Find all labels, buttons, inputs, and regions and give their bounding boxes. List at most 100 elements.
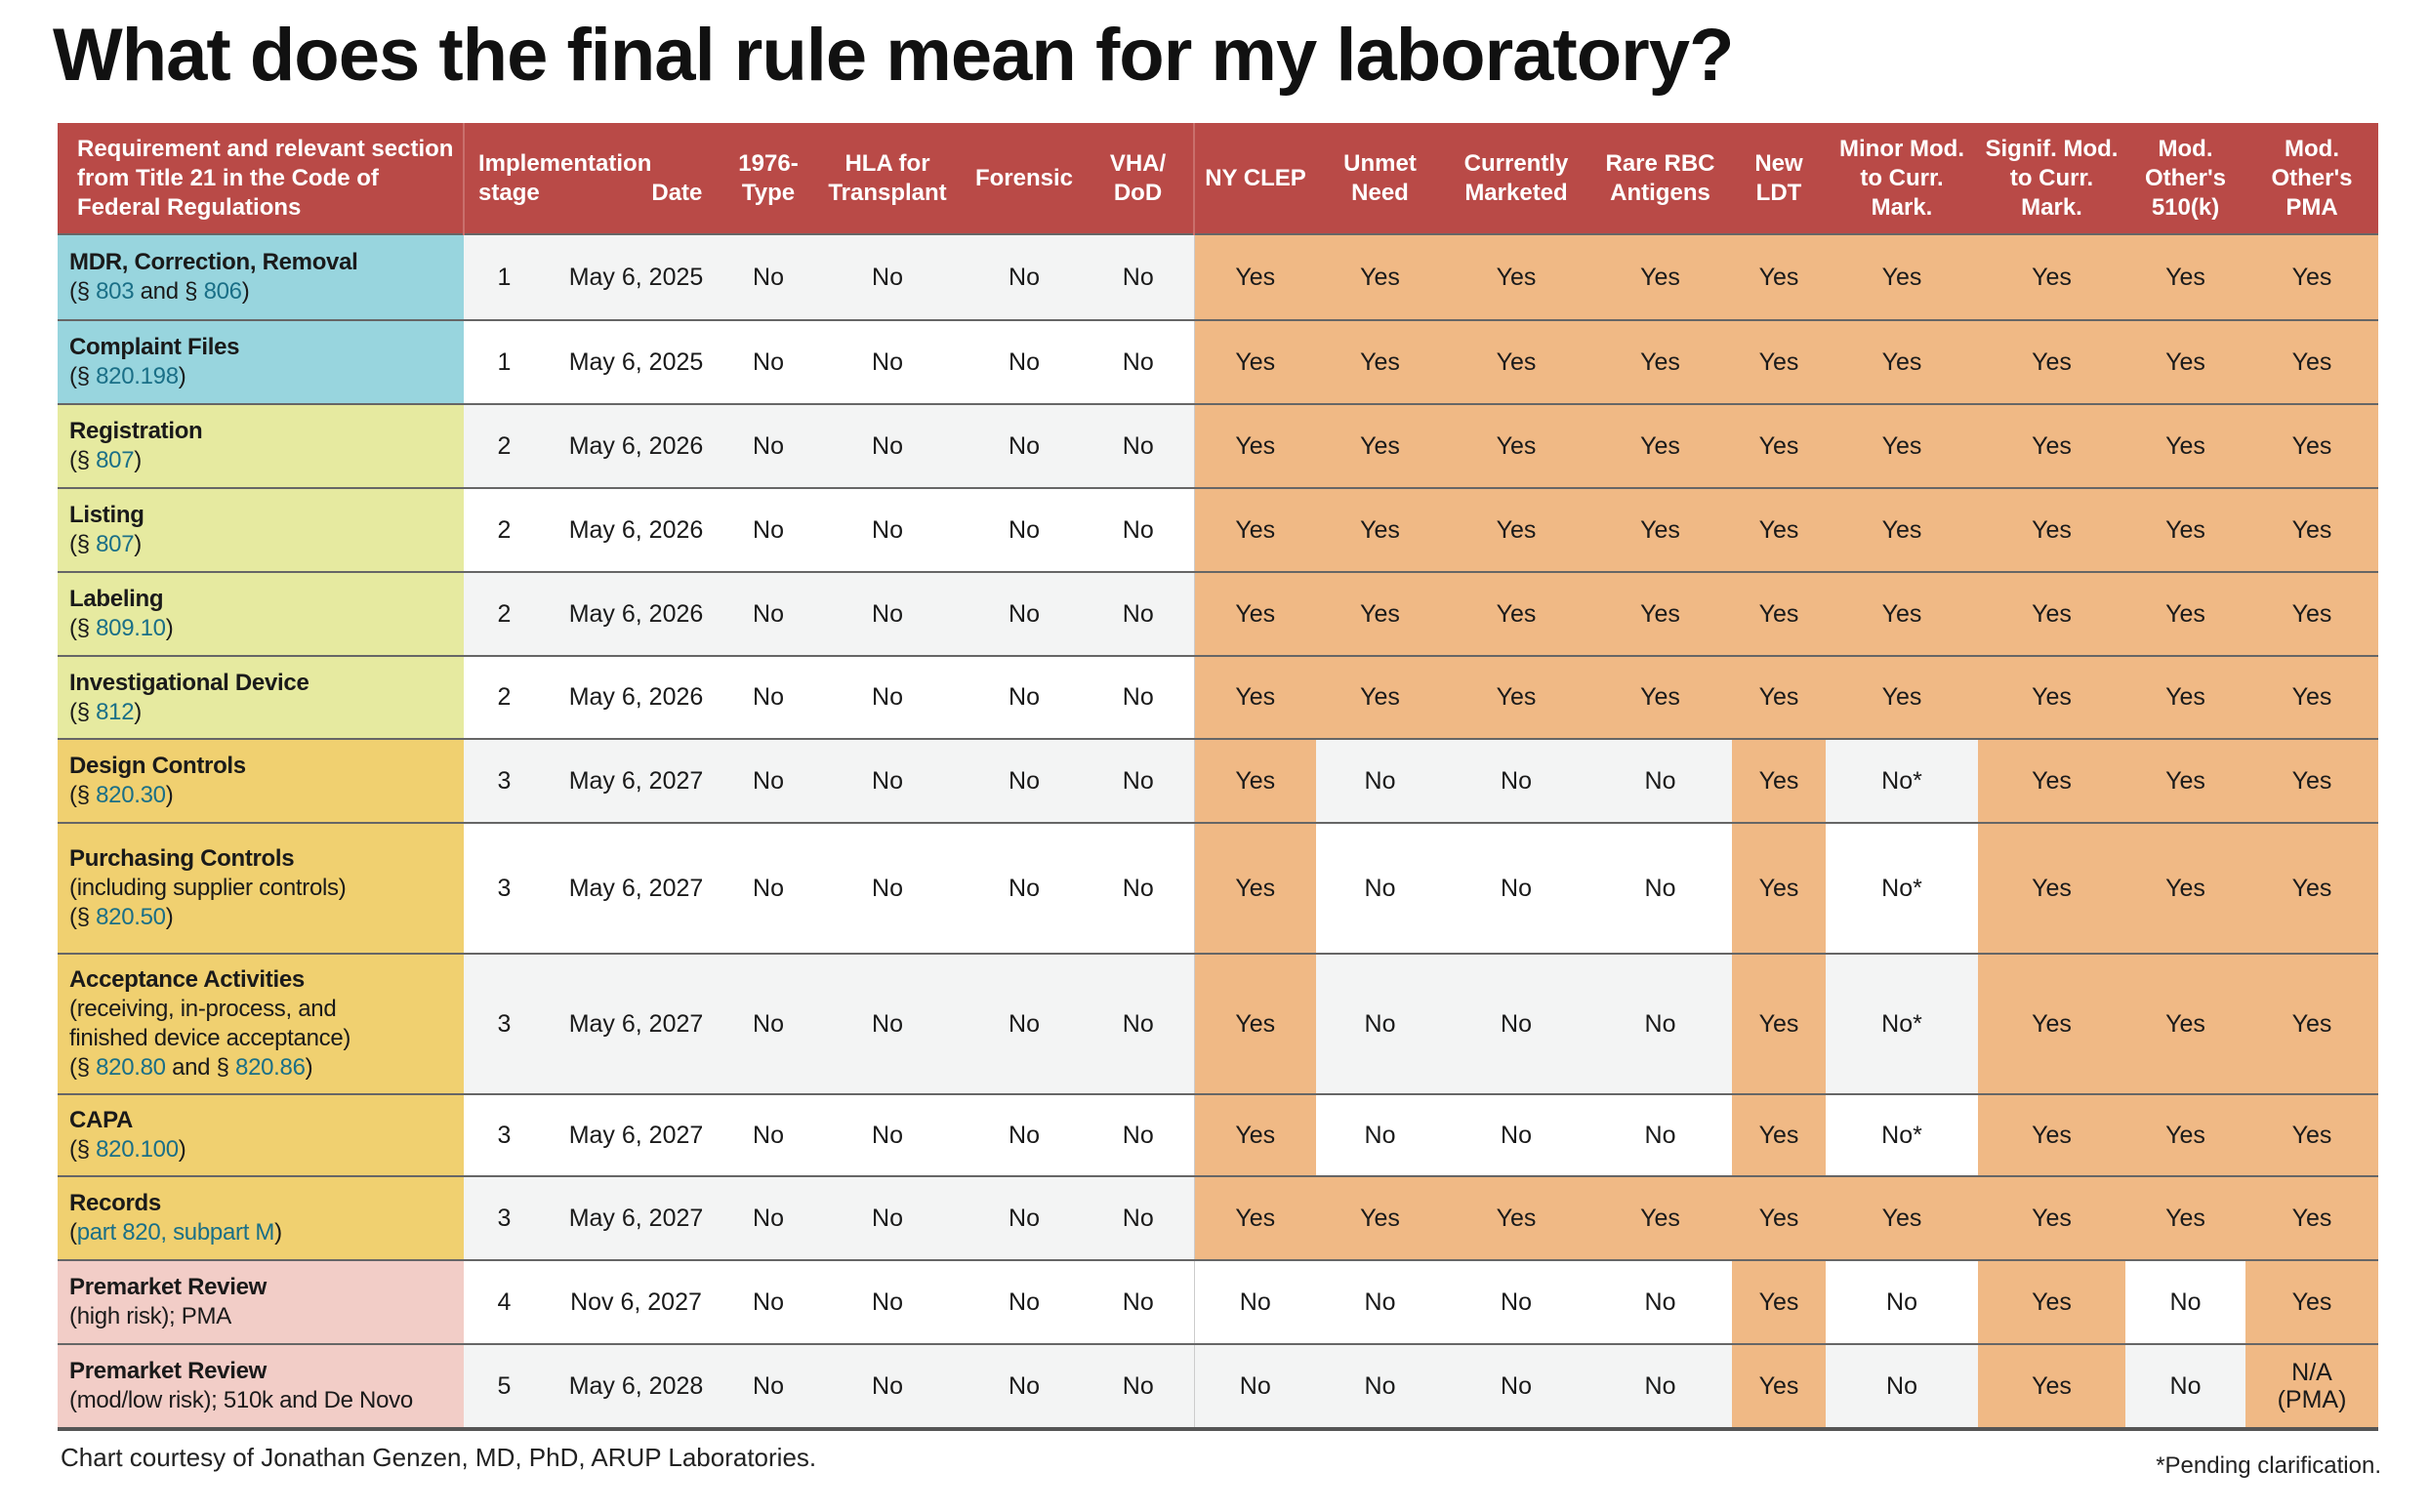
stage-cell: 2 [464,403,545,488]
value-cell: Yes [1588,403,1732,488]
value-cell: Yes [1316,487,1444,572]
value-cell: No [1083,487,1194,572]
value-cell: No [727,1175,809,1260]
cfr-link[interactable]: 820.80 [96,1054,166,1081]
value-cell: No [1588,1343,1732,1431]
value-cell: No [966,738,1083,823]
value-cell: Yes [2245,1259,2378,1344]
date-cell: May 6, 2026 [545,487,727,572]
page-title: What does the final rule mean for my lab… [53,14,1734,97]
value-cell: Yes [1978,487,2125,572]
value-cell: No [1588,1093,1732,1176]
cfr-link[interactable]: 809.10 [96,615,166,641]
section-text: ) [305,1054,313,1081]
value-cell: Yes [1193,953,1316,1094]
value-cell: No [1316,953,1444,1094]
table-row: MDR, Correction, Removal (§ 803 and § 806… [58,233,2378,320]
section-text: ) [178,363,186,389]
date-cell: May 6, 2027 [545,953,727,1094]
date-cell: May 6, 2026 [545,655,727,739]
cfr-link[interactable]: 820.50 [96,904,166,930]
value-cell: Yes [2245,822,2378,954]
section-text: (receiving, in-process, and finished dev… [69,996,351,1081]
table-row: Design Controls (§ 820.30) 3 May 6, 2027 No N… [58,738,2378,823]
value-cell: Yes [1978,571,2125,656]
stage-cell: 1 [464,319,545,404]
requirement-title: Acceptance Activities [69,966,305,993]
value-cell: No [1588,738,1732,823]
value-cell: No [809,1343,966,1431]
table-row: Labeling (§ 809.10) 2 May 6, 2026 No No No No Ye… [58,571,2378,656]
requirement-cell: Records (part 820, subpart M) [58,1175,464,1260]
cfr-link[interactable]: 806 [203,278,242,305]
requirement-title: CAPA [69,1107,134,1133]
date-cell: Nov 6, 2027 [545,1259,727,1344]
value-cell: No [727,953,809,1094]
value-cell: Yes [1732,571,1826,656]
date-cell: May 6, 2026 [545,571,727,656]
requirement-title: Listing [69,502,144,528]
requirement-title: Purchasing Controls [69,845,295,872]
value-cell: Yes [1732,1175,1826,1260]
requirement-cell: Investigational Device (§ 812) [58,655,464,739]
requirement-cell: Registration (§ 807) [58,403,464,488]
cfr-link[interactable]: 807 [96,447,135,473]
table-row: Acceptance Activities (receiving, in-proc… [58,953,2378,1094]
value-cell: No [1316,822,1444,954]
value-cell: No [966,655,1083,739]
value-cell: No [809,1259,966,1344]
date-cell: May 6, 2025 [545,319,727,404]
column-header: Signif. Mod. to Curr. Mark. [1978,123,2125,234]
table-row: Records (part 820, subpart M) 3 May 6, 2027… [58,1175,2378,1260]
value-cell: Yes [2245,738,2378,823]
value-cell: Yes [1444,403,1588,488]
value-cell: No [1083,738,1194,823]
stage-cell: 3 [464,1175,545,1260]
value-cell: Yes [1978,738,2125,823]
table-row: Investigational Device (§ 812) 2 May 6, 202… [58,655,2378,739]
cfr-link[interactable]: 803 [96,278,135,305]
value-cell: No [1444,822,1588,954]
requirement-title: Design Controls [69,753,246,779]
value-cell: Yes [1193,822,1316,954]
value-cell: No [809,233,966,320]
value-cell: No [809,487,966,572]
section-text: ) [165,904,174,930]
value-cell: Yes [1826,319,1978,404]
value-cell: No [1826,1343,1978,1431]
section-text: (§ [69,447,97,473]
requirement-cell: MDR, Correction, Removal (§ 803 and § 806… [58,233,464,320]
requirement-section: (§ 812) [69,698,462,727]
value-cell: No [1083,953,1194,1094]
value-cell: Yes [2245,953,2378,1094]
requirement-section: (mod/low risk); 510k and De Novo [69,1386,462,1415]
cfr-link[interactable]: 820.30 [96,782,166,808]
value-cell: Yes [1732,822,1826,954]
section-text: ) [241,278,250,305]
stage-cell: 2 [464,487,545,572]
column-header: Requirement and relevant section from Ti… [58,123,464,234]
cfr-link[interactable]: 807 [96,531,135,557]
value-cell: Yes [1316,571,1444,656]
cfr-link[interactable]: 812 [96,698,135,725]
value-cell: Yes [1732,655,1826,739]
cfr-link[interactable]: 820.86 [235,1054,306,1081]
date-cell: May 6, 2025 [545,233,727,320]
value-cell: Yes [2245,487,2378,572]
value-cell: Yes [2125,738,2245,823]
section-text: (§ [69,782,97,808]
column-header: Mod. Other's 510(k) [2125,123,2245,234]
cfr-link[interactable]: 820.100 [96,1136,179,1163]
section-text: (high risk); PMA [69,1303,231,1329]
date-cell: May 6, 2028 [545,1343,727,1431]
value-cell: Yes [1193,571,1316,656]
cfr-link[interactable]: part 820, subpart M [76,1219,275,1246]
value-cell: Yes [1978,403,2125,488]
value-cell: Yes [1826,1175,1978,1260]
stage-cell: 3 [464,953,545,1094]
value-cell: No [966,1175,1083,1260]
section-text: ) [178,1136,186,1163]
cfr-link[interactable]: 820.198 [96,363,179,389]
requirement-title: MDR, Correction, Removal [69,249,358,275]
value-cell: Yes [2125,487,2245,572]
